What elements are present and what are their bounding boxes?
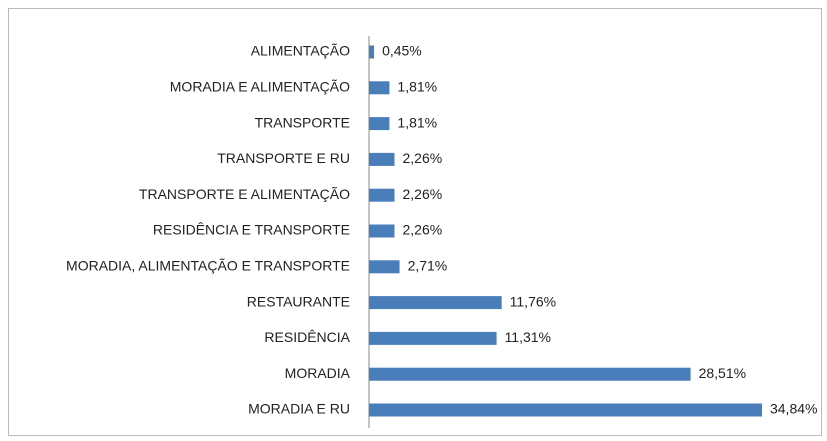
category-label: RESTAURANTE xyxy=(247,293,350,309)
bar xyxy=(369,81,390,95)
bar xyxy=(369,260,400,274)
value-label: 0,45% xyxy=(382,43,422,59)
value-label: 28,51% xyxy=(699,365,746,381)
value-label: 2,26% xyxy=(402,222,442,238)
category-label: MORADIA E RU xyxy=(248,401,350,417)
chart-frame xyxy=(8,8,822,436)
value-label: 11,31% xyxy=(505,329,551,345)
bar xyxy=(369,296,502,310)
bar xyxy=(369,367,691,381)
category-label: TRANSPORTE E RU xyxy=(217,150,350,166)
value-label: 2,26% xyxy=(402,186,442,202)
category-label: RESIDÊNCIA xyxy=(264,329,350,345)
bar xyxy=(369,152,395,166)
category-label: MORADIA, ALIMENTAÇÃO E TRANSPORTE xyxy=(66,258,350,274)
value-label: 2,71% xyxy=(408,258,448,274)
bar xyxy=(369,403,762,417)
value-label: 34,84% xyxy=(770,401,817,417)
category-label: MORADIA E ALIMENTAÇÃO xyxy=(170,79,350,95)
bar xyxy=(369,224,395,238)
category-label: MORADIA xyxy=(285,365,351,381)
bar xyxy=(369,117,390,131)
bar xyxy=(369,331,497,345)
value-label: 1,81% xyxy=(397,79,437,95)
category-label: TRANSPORTE xyxy=(255,114,350,130)
category-label: ALIMENTAÇÃO xyxy=(251,43,350,59)
category-label: RESIDÊNCIA E TRANSPORTE xyxy=(153,222,350,238)
value-label: 11,76% xyxy=(510,293,556,309)
bar xyxy=(369,45,375,59)
bar xyxy=(369,188,395,202)
value-label: 1,81% xyxy=(397,114,437,130)
value-label: 2,26% xyxy=(402,150,442,166)
category-label: TRANSPORTE E ALIMENTAÇÃO xyxy=(139,186,350,202)
